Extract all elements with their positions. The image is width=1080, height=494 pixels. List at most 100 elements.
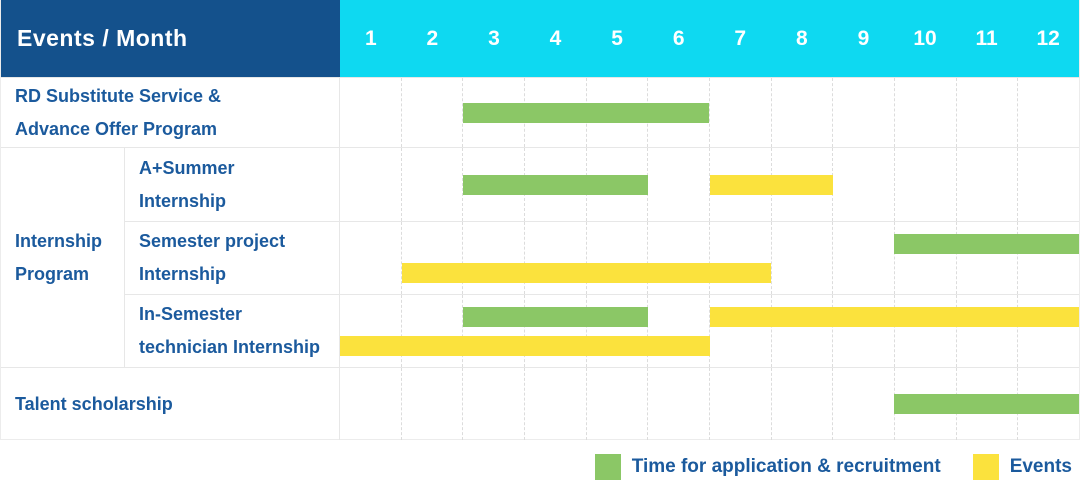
month-grid-cell (710, 222, 772, 294)
month-grid-cell (957, 295, 1019, 367)
bar-lanes (340, 368, 1079, 440)
legend-item-events: Events (972, 454, 1072, 480)
gantt-bar-application (894, 233, 1079, 254)
legend-label-application: Time for application & recruitment (631, 456, 941, 477)
subrow-label: technician Internship (139, 337, 321, 357)
bar-lane (340, 306, 1079, 327)
events-month-table: Events / Month 1 2 3 4 5 6 7 8 9 10 11 12 RD Substi… (0, 0, 1080, 440)
month-grid-cell (525, 295, 587, 367)
month-grid-cell (895, 222, 957, 294)
legend: Time for application & recruitment Event… (0, 440, 1080, 494)
group-row-band: Internship Program A+Summer Internship Semes… (1, 147, 1079, 367)
chart-cell (340, 295, 1079, 367)
group-label: Internship (15, 230, 103, 251)
bar-lanes (340, 78, 1079, 147)
table-subrow: Semester project Internship (125, 221, 1079, 294)
month-grid-cell (710, 78, 772, 147)
month-grid-cell (957, 148, 1019, 221)
month-grid-cell (772, 295, 834, 367)
month-header-5: 5 (611, 26, 623, 50)
table-row: RD Substitute Service & Advance Offer Pro… (1, 77, 1079, 147)
bar-lane (340, 394, 1079, 414)
month-grid-cell (772, 148, 834, 221)
month-grid-cell (833, 222, 896, 294)
month-grid-cell (402, 222, 464, 294)
gantt-bar-application (463, 306, 648, 327)
month-grid-cell (772, 368, 834, 440)
table-row: Talent scholarship (1, 367, 1079, 440)
month-grid-cell (402, 78, 464, 147)
subrow-label-cell: Semester project Internship (125, 222, 340, 294)
month-grid-cell (833, 295, 896, 367)
subrow-label: In-Semester (139, 304, 243, 324)
header-row: Events / Month 1 2 3 4 5 6 7 8 9 10 11 12 (1, 0, 1079, 77)
month-grid-cell (525, 222, 587, 294)
chart-cell (340, 222, 1079, 294)
gantt-bar-application (463, 174, 648, 195)
month-grid-cell (463, 368, 526, 440)
row-label-cell: RD Substitute Service & Advance Offer Pro… (1, 78, 340, 147)
month-grid-cell (587, 368, 649, 440)
month-header-strip: 1 2 3 4 5 6 7 8 9 10 11 12 (340, 0, 1079, 77)
row-label: RD Substitute Service & (15, 85, 222, 106)
month-grid-cell (772, 222, 834, 294)
table-subrow: In-Semester technician Internship (125, 294, 1079, 367)
legend-label-events: Events (1009, 456, 1072, 477)
month-header-3: 3 (488, 26, 500, 50)
month-header-7: 7 (734, 26, 747, 50)
month-grid-cell (340, 148, 402, 221)
month-header-2: 2 (426, 26, 439, 50)
gantt-bar-event (709, 174, 833, 195)
gantt-bar-event (709, 306, 1079, 327)
chart-cell (340, 368, 1079, 440)
month-grid-cell (895, 148, 957, 221)
month-header-8: 8 (795, 26, 808, 50)
month-grid-cell (833, 78, 896, 147)
month-grid-cell (648, 295, 711, 367)
bar-lane (340, 102, 1079, 123)
gantt-bar-application (894, 394, 1079, 414)
group-subrows: A+Summer Internship Semester project Intern… (125, 148, 1079, 367)
month-header-12: 12 (1036, 26, 1060, 50)
month-grid-cell (402, 295, 464, 367)
month-header-9: 9 (857, 26, 870, 50)
bar-lane (340, 335, 1079, 356)
subrow-label: Internship (139, 264, 227, 284)
subrow-label-cell: In-Semester technician Internship (125, 295, 340, 367)
month-grid-cell (648, 368, 711, 440)
group-label: Program (15, 263, 90, 284)
month-grid-cell (957, 78, 1019, 147)
month-grid-cell (340, 222, 402, 294)
month-grid-cell (648, 78, 711, 147)
month-grid-cell (340, 368, 402, 440)
month-grid-cell (957, 222, 1019, 294)
month-grid (340, 295, 1079, 367)
chart-cell (340, 148, 1079, 221)
month-grid-cell (587, 222, 649, 294)
gantt-bar-event (401, 262, 772, 283)
subrow-label: A+Summer (139, 157, 235, 178)
month-grid-cell (772, 78, 834, 147)
bar-lane (340, 233, 1079, 254)
bar-lanes (340, 222, 1079, 294)
events-month-header: Events / Month (1, 0, 340, 77)
month-header-4: 4 (549, 26, 562, 50)
month-grid-cell (895, 295, 957, 367)
gantt-bar-event (340, 335, 710, 356)
row-label: Advance Offer Program (15, 118, 218, 139)
month-grid-cell (587, 295, 649, 367)
month-grid-cell (402, 368, 464, 440)
group-label-cell: Internship Program (1, 148, 125, 367)
table-body: RD Substitute Service & Advance Offer Pro… (1, 77, 1079, 440)
month-grid-cell (525, 368, 587, 440)
month-grid-cell (340, 78, 402, 147)
subrow-label-cell: A+Summer Internship (125, 148, 340, 221)
month-grid-cell (895, 78, 957, 147)
events-color-swatch (972, 454, 999, 480)
bar-lanes (340, 295, 1079, 367)
month-grid-cell (463, 222, 526, 294)
subrow-label: Semester project (139, 231, 286, 251)
month-header-6: 6 (672, 26, 685, 50)
subrow-label: Internship (139, 190, 227, 211)
